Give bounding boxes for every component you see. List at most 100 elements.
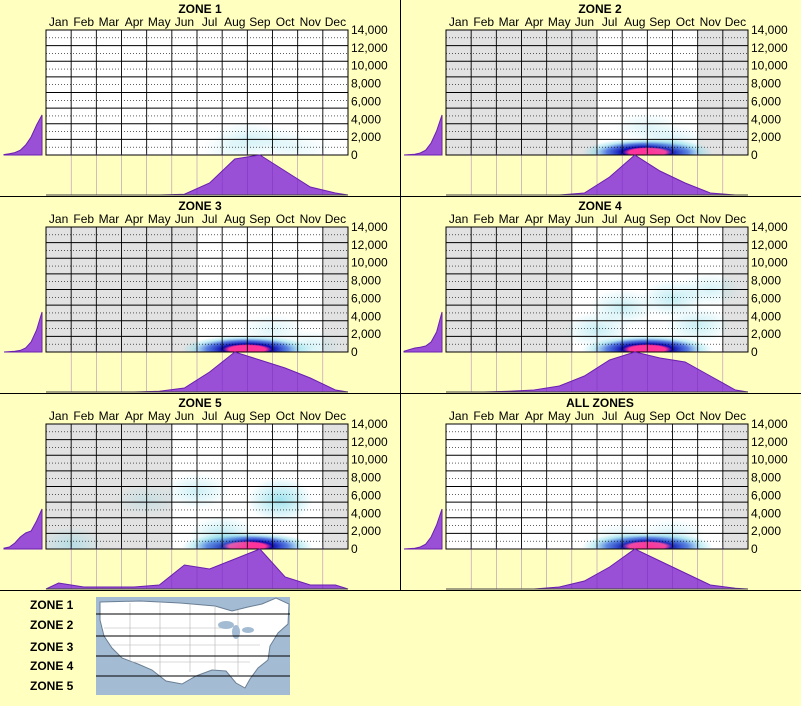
legend-zone-2-label: ZONE 2	[30, 618, 74, 632]
month-label: Nov	[700, 15, 721, 29]
month-label: Jul	[602, 212, 617, 226]
y-tick-label: 6,000	[751, 488, 781, 502]
y-tick-label: 2,000	[751, 130, 781, 144]
panel-title: ZONE 5	[178, 396, 222, 410]
month-label: Jan	[449, 15, 468, 29]
y-tick-label: 10,000	[751, 453, 788, 467]
month-label: Mar	[499, 409, 520, 423]
y-tick-label: 10,000	[751, 256, 788, 270]
zone-map	[96, 597, 290, 695]
month-label: Apr	[525, 212, 544, 226]
month-label: May	[548, 409, 571, 423]
elevation-distribution-curve	[3, 311, 43, 353]
panel-title: ALL ZONES	[566, 396, 634, 410]
month-label: Sep	[649, 15, 671, 29]
y-tick-label: 14,000	[751, 220, 788, 234]
y-tick-label: 14,000	[751, 23, 788, 37]
month-label: Oct	[676, 15, 695, 29]
month-label: Nov	[300, 15, 321, 29]
month-label: Aug	[624, 409, 645, 423]
legend-zone-3-label: ZONE 3	[30, 640, 74, 654]
panel-title: ZONE 1	[178, 2, 222, 16]
y-tick-label: 0	[751, 148, 758, 162]
month-label: Dec	[725, 15, 746, 29]
month-label: Jan	[449, 212, 468, 226]
panel-zone-5: ZONE 5 Jan Feb Mar Apr May Jun Jul Aug Sep Oct Nov D…	[3, 396, 388, 590]
month-label: Dec	[325, 409, 346, 423]
month-label: May	[148, 409, 171, 423]
panel-zone-2: ZONE 2 Jan Feb Mar Apr May Jun Jul Aug Sep Oct Nov D…	[403, 2, 788, 196]
month-label: Sep	[249, 212, 271, 226]
month-label: Nov	[700, 409, 721, 423]
elevation-distribution-curve	[403, 508, 443, 550]
y-tick-label: 8,000	[751, 274, 781, 288]
map-lake	[218, 621, 234, 629]
y-tick-label: 2,000	[351, 130, 381, 144]
y-tick-label: 10,000	[351, 59, 388, 73]
y-tick-label: 10,000	[751, 59, 788, 73]
month-label: Sep	[649, 409, 671, 423]
y-tick-label: 14,000	[351, 417, 388, 431]
month-label: Aug	[224, 409, 245, 423]
y-tick-label: 6,000	[351, 94, 381, 108]
y-tick-label: 12,000	[751, 435, 788, 449]
y-tick-label: 10,000	[351, 453, 388, 467]
month-label: Feb	[473, 212, 494, 226]
month-label: Apr	[125, 212, 144, 226]
month-label: Aug	[624, 212, 645, 226]
month-label: Oct	[676, 409, 695, 423]
month-label: Jul	[602, 15, 617, 29]
y-tick-label: 10,000	[351, 256, 388, 270]
month-label: Mar	[99, 212, 120, 226]
month-label: Jan	[449, 409, 468, 423]
legend-zone-1-label: ZONE 1	[30, 598, 74, 612]
month-label: Jun	[175, 212, 194, 226]
y-tick-label: 4,000	[751, 112, 781, 126]
heat-blob	[46, 526, 104, 549]
y-tick-label: 8,000	[351, 274, 381, 288]
y-tick-label: 8,000	[751, 77, 781, 91]
y-tick-label: 12,000	[751, 238, 788, 252]
month-label: Aug	[224, 15, 245, 29]
y-tick-label: 12,000	[351, 435, 388, 449]
month-label: Aug	[624, 15, 645, 29]
y-tick-label: 4,000	[351, 506, 381, 520]
month-label: Apr	[125, 15, 144, 29]
month-label: Oct	[276, 15, 295, 29]
panel-zone-3: ZONE 3 Jan Feb Mar Apr May Jun Jul Aug Sep Oct Nov D…	[3, 199, 388, 393]
month-label: Oct	[276, 212, 295, 226]
elevation-distribution-curve	[3, 508, 43, 550]
panel-zone-1: ZONE 1 Jan Feb Mar Apr May Jun Jul Aug Sep Oct Nov D…	[3, 2, 388, 196]
month-label: Jul	[202, 15, 217, 29]
y-tick-label: 12,000	[351, 238, 388, 252]
month-label: Apr	[525, 409, 544, 423]
y-tick-label: 2,000	[351, 524, 381, 538]
month-label: Dec	[325, 212, 346, 226]
month-label: May	[548, 15, 571, 29]
map-lake	[232, 625, 240, 639]
elevation-distribution-curve	[3, 114, 43, 156]
y-tick-label: 6,000	[351, 488, 381, 502]
y-tick-label: 6,000	[351, 291, 381, 305]
month-label: Dec	[325, 15, 346, 29]
legend-zone-4-label: ZONE 4	[30, 659, 74, 673]
month-label: Mar	[99, 409, 120, 423]
y-tick-label: 4,000	[751, 309, 781, 323]
y-tick-label: 0	[751, 542, 758, 556]
y-tick-label: 2,000	[351, 327, 381, 341]
y-tick-label: 4,000	[351, 112, 381, 126]
y-tick-label: 8,000	[351, 471, 381, 485]
elevation-distribution-curve	[403, 114, 443, 156]
y-tick-label: 6,000	[751, 291, 781, 305]
month-label: Feb	[73, 409, 94, 423]
heat-blob	[277, 330, 343, 352]
month-label: Nov	[300, 212, 321, 226]
month-label: May	[148, 212, 171, 226]
legend-zone-5-label: ZONE 5	[30, 679, 74, 693]
month-label: Jan	[49, 409, 68, 423]
month-label: Sep	[649, 212, 671, 226]
month-label: Mar	[99, 15, 120, 29]
y-tick-label: 12,000	[751, 41, 788, 55]
y-tick-label: 0	[751, 345, 758, 359]
y-tick-label: 0	[351, 345, 358, 359]
